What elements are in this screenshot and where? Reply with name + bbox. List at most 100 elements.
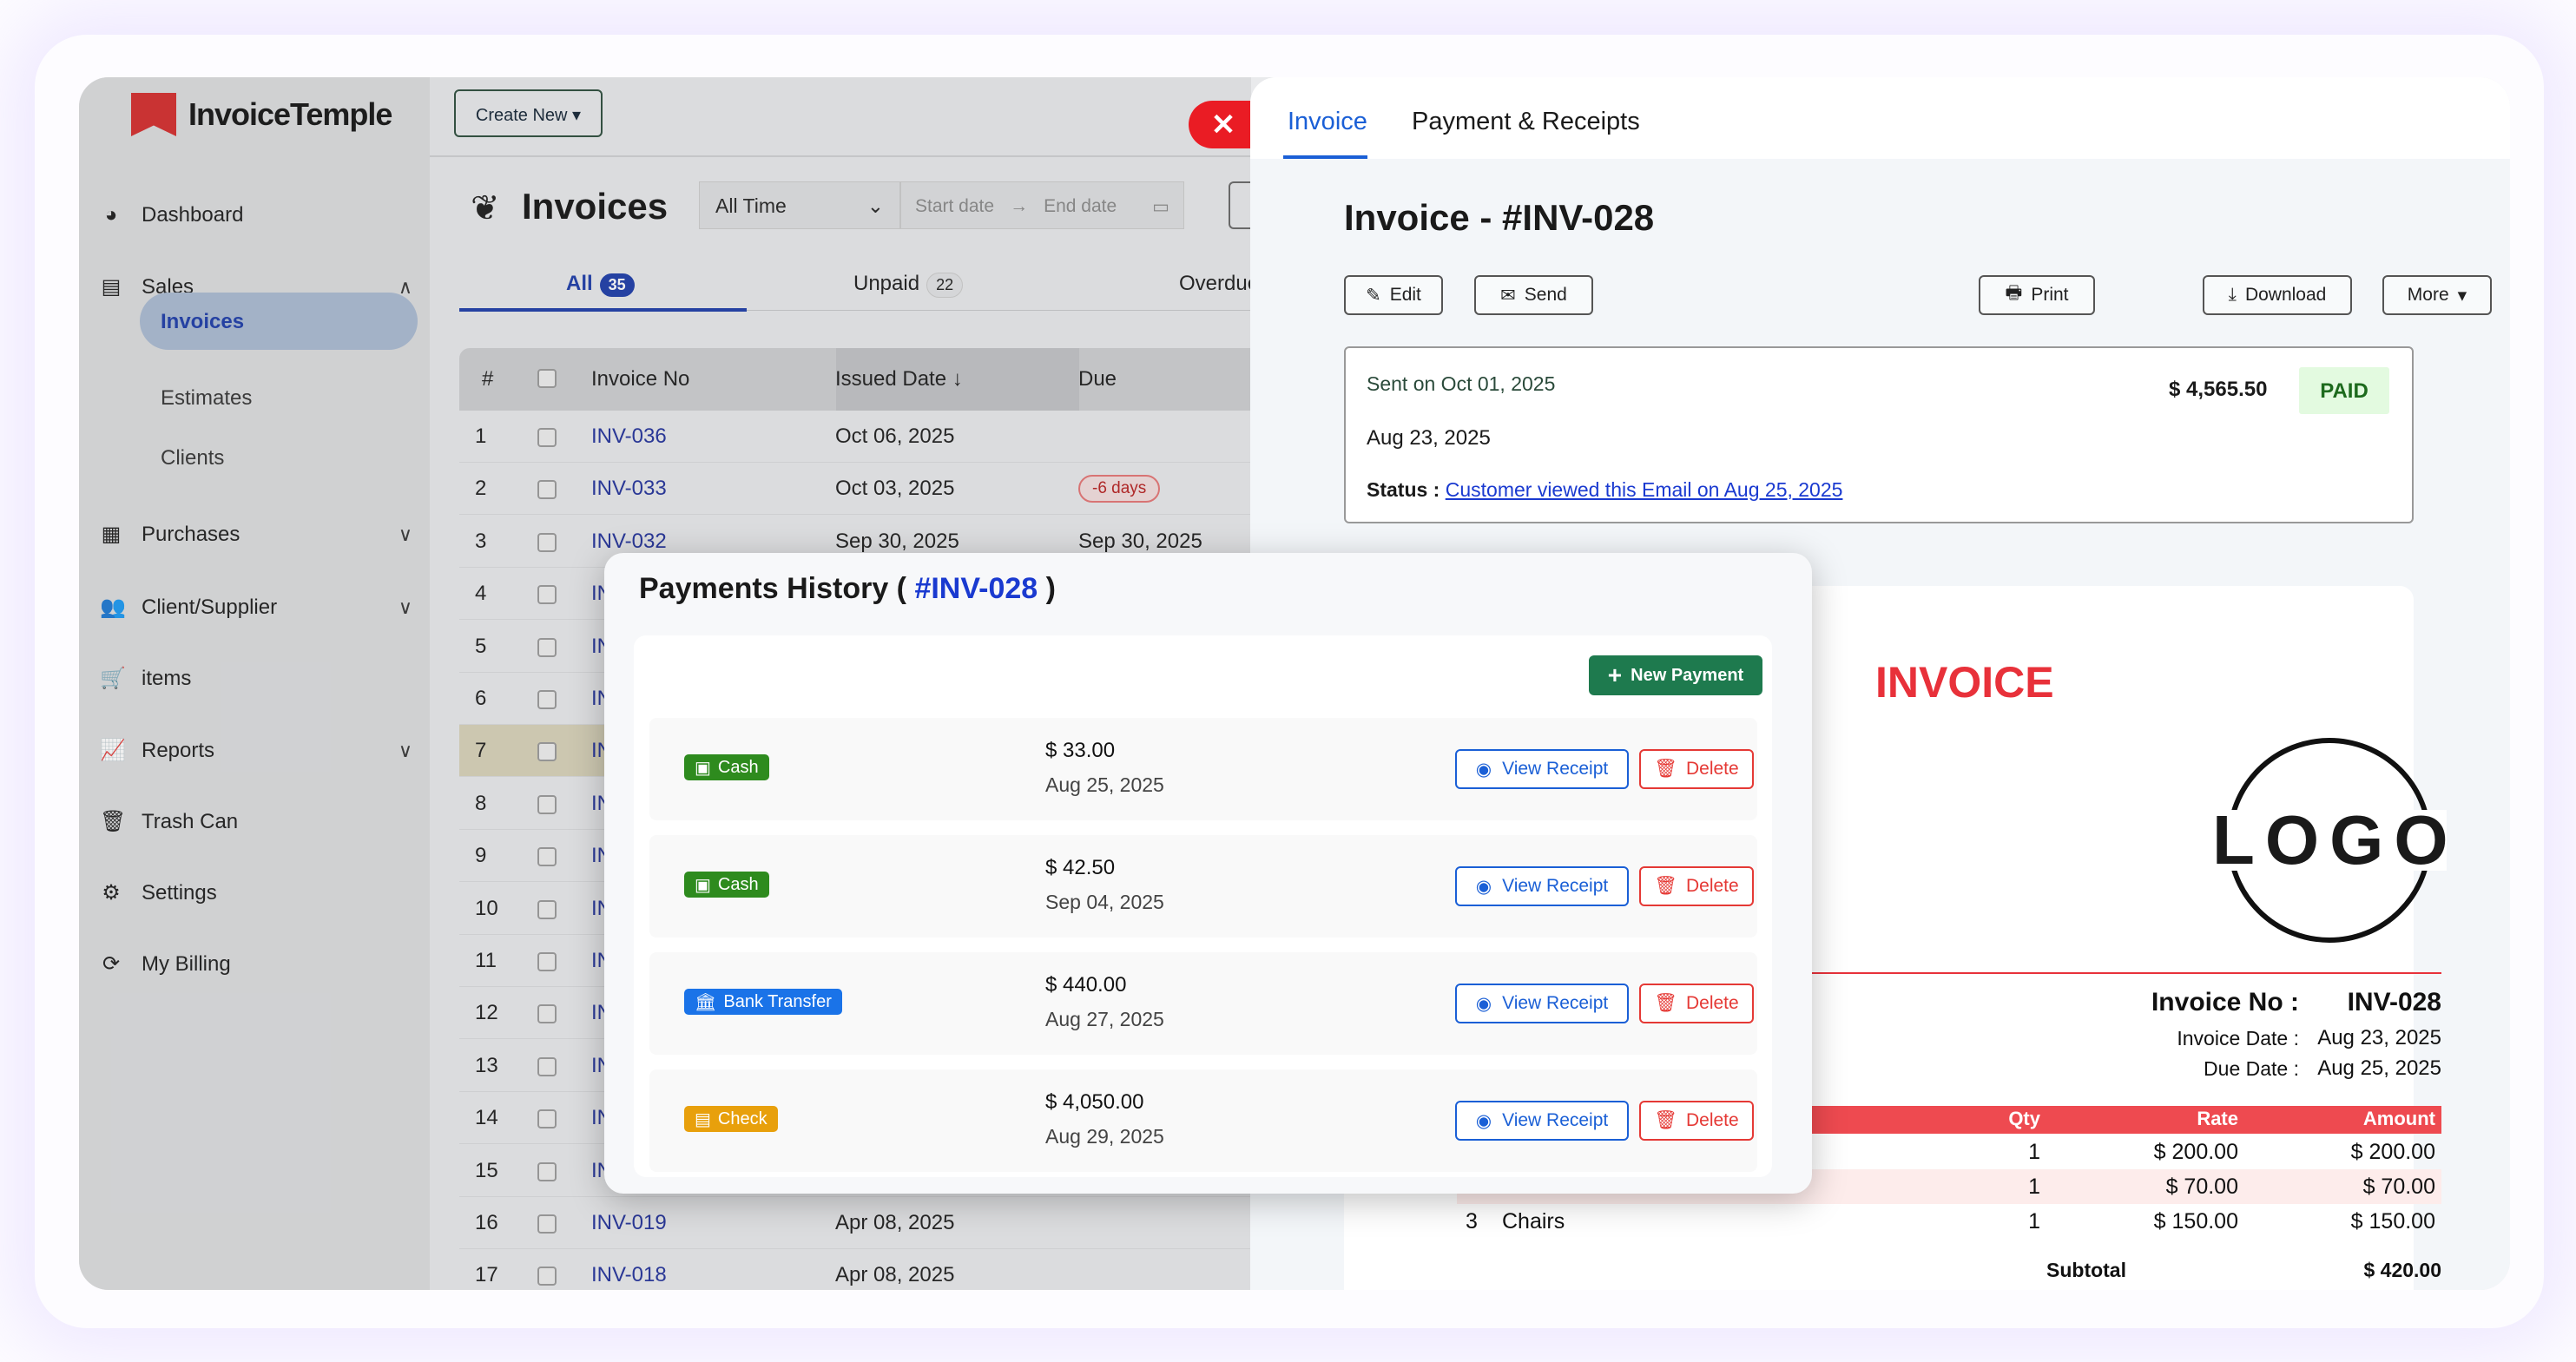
row-checkbox[interactable] xyxy=(537,532,557,552)
download-button[interactable]: ⤓ Download xyxy=(2203,275,2352,315)
edit-button[interactable]: ✎ Edit xyxy=(1344,275,1443,315)
tab-unpaid[interactable]: Unpaid 22 xyxy=(853,272,964,298)
table-row[interactable]: 1 INV-036 Oct 06, 2025 xyxy=(459,411,1328,463)
sidebar-item-items[interactable]: 🛒 items xyxy=(100,666,412,691)
table-row[interactable]: 16 INV-019 Apr 08, 2025 xyxy=(459,1197,1328,1249)
payment-date: Aug 27, 2025 xyxy=(1045,1008,1164,1030)
select-all-checkbox[interactable] xyxy=(537,369,557,388)
row-checkbox[interactable] xyxy=(537,1267,557,1286)
view-receipt-button[interactable]: ◉ View Receipt xyxy=(1455,866,1629,906)
row-checkbox[interactable] xyxy=(537,1056,557,1076)
row-checkbox[interactable] xyxy=(537,585,557,605)
sidebar-item-settings[interactable]: ⚙ Settings xyxy=(100,880,412,905)
button-label: Edit xyxy=(1389,285,1421,305)
sidebar-item-trash-can[interactable]: 🗑 Trash Can xyxy=(100,809,412,834)
modal-title: Payments History ( #INV-028 ) xyxy=(639,572,1056,606)
status-link[interactable]: Customer viewed this Email on Aug 25, 20… xyxy=(1445,478,1843,501)
row-checkbox[interactable] xyxy=(537,428,557,447)
row-checkbox[interactable] xyxy=(537,952,557,971)
row-checkbox[interactable] xyxy=(537,690,557,709)
delete-payment-button[interactable]: 🗑 Delete xyxy=(1639,984,1754,1023)
app-window: InvoiceTemple ◕ Dashboard ▤ Sales ∧ ▦ Purchase… xyxy=(79,77,2510,1290)
payment-method: Check xyxy=(717,1109,768,1128)
brand-logo[interactable]: InvoiceTemple xyxy=(131,93,392,136)
due-date: Sep 30, 2025 xyxy=(1078,529,1202,553)
row-checkbox[interactable] xyxy=(537,1109,557,1129)
col-issued-date[interactable]: Issued Date ↓ xyxy=(835,367,963,391)
row-checkbox[interactable] xyxy=(537,1004,557,1024)
row-checkbox[interactable] xyxy=(537,794,557,814)
sidebar-item-dashboard[interactable]: ◕ Dashboard xyxy=(100,203,412,227)
row-checkbox[interactable] xyxy=(537,480,557,500)
payment-date: Aug 25, 2025 xyxy=(1045,773,1164,796)
sidebar-subitem-clients[interactable]: Clients xyxy=(161,446,225,470)
table-row[interactable]: 2 INV-033 Oct 03, 2025 -6 days xyxy=(459,463,1328,516)
active-tab-underline xyxy=(1283,155,1367,159)
payment-amount: $ 440.00 xyxy=(1045,973,1127,997)
arrow-right-icon: → xyxy=(1010,196,1029,216)
row-checkbox[interactable] xyxy=(537,742,557,762)
view-receipt-button[interactable]: ◉ View Receipt xyxy=(1455,1101,1629,1141)
date-range-input[interactable]: Start date → End date ▭ xyxy=(900,181,1184,229)
close-panel-button[interactable]: ✕ xyxy=(1189,101,1258,148)
sidebar-item-my-billing[interactable]: ⟳ My Billing xyxy=(100,951,412,977)
eye-icon: ◉ xyxy=(1475,993,1492,1014)
create-new-button[interactable]: Create New ▾ xyxy=(454,89,603,137)
delete-payment-button[interactable]: 🗑 Delete xyxy=(1639,749,1754,789)
trash-icon: 🗑 xyxy=(1654,1110,1677,1130)
tab-payment-receipts[interactable]: Payment & Receipts xyxy=(1412,108,1640,135)
tab-all[interactable]: All 35 xyxy=(566,272,635,297)
table-row[interactable]: 15 IN xyxy=(459,1145,1328,1197)
tab-invoice[interactable]: Invoice xyxy=(1288,108,1367,135)
row-checkbox[interactable] xyxy=(537,1161,557,1181)
time-range-select[interactable]: All Time ⌄ xyxy=(699,181,900,229)
invoice-link[interactable]: INV-032 xyxy=(591,529,667,553)
invoice-link[interactable]: INV-033 xyxy=(591,477,667,501)
new-payment-button[interactable]: + New Payment xyxy=(1589,655,1762,695)
chevron-icon[interactable]: ∧ xyxy=(398,275,412,298)
bank-icon: 🏛 xyxy=(695,992,717,1012)
row-number: 6 xyxy=(475,687,487,710)
row-checkbox[interactable] xyxy=(537,899,557,919)
sidebar-item-purchases[interactable]: ▦ Purchases ∨ xyxy=(100,522,412,547)
dashboard-icon: ◕ xyxy=(104,203,118,227)
row-checkbox[interactable] xyxy=(537,847,557,867)
filter-button[interactable] xyxy=(1229,181,1255,229)
pencil-icon: ✎ xyxy=(1366,285,1381,306)
more-button[interactable]: More ▾ xyxy=(2382,275,2492,315)
tab-overdue[interactable]: Overdue xyxy=(1179,272,1260,295)
sidebar-item-reports[interactable]: 📈 Reports ∨ xyxy=(100,738,412,763)
title-text: Payments History ( xyxy=(639,572,906,605)
col-due[interactable]: Due xyxy=(1078,367,1117,391)
sidebar-item-client-supplier[interactable]: 👥 Client/Supplier ∨ xyxy=(100,595,412,620)
chevron-icon[interactable]: ∨ xyxy=(398,523,412,545)
sidebar-subitem-estimates[interactable]: Estimates xyxy=(161,386,253,410)
print-button[interactable]: 🖶 Print xyxy=(1979,275,2095,315)
count-badge: 35 xyxy=(599,273,635,297)
payment-amount: $ 33.00 xyxy=(1045,739,1116,762)
invoice-link[interactable]: INV-019 xyxy=(591,1211,667,1234)
send-button[interactable]: ✉ Send xyxy=(1474,275,1593,315)
delete-payment-button[interactable]: 🗑 Delete xyxy=(1639,866,1754,906)
payment-amount: $ 4,050.00 xyxy=(1045,1090,1144,1114)
row-checkbox[interactable] xyxy=(537,637,557,657)
table-row[interactable]: 17 INV-018 Apr 08, 2025 xyxy=(459,1249,1328,1290)
col-invoice-no[interactable]: Invoice No xyxy=(591,367,690,391)
delete-payment-button[interactable]: 🗑 Delete xyxy=(1639,1101,1754,1141)
trash-icon: 🗑 xyxy=(1654,993,1677,1013)
view-receipt-button[interactable]: ◉ View Receipt xyxy=(1455,749,1629,789)
due-date-value: Aug 25, 2025 xyxy=(2317,1056,2441,1080)
time-range-value: All Time xyxy=(715,194,787,217)
invoice-link[interactable]: INV-018 xyxy=(591,1263,667,1287)
chevron-icon[interactable]: ∨ xyxy=(398,739,412,761)
row-number: 15 xyxy=(475,1158,498,1182)
invoice-title: Invoice - #INV-028 xyxy=(1344,197,1655,238)
sidebar-subitem-invoices[interactable]: Invoices xyxy=(140,293,418,350)
row-checkbox[interactable] xyxy=(537,1214,557,1234)
chevron-icon[interactable]: ∨ xyxy=(398,595,412,618)
row-number: 2 xyxy=(475,477,487,501)
invoice-link[interactable]: INV-036 xyxy=(591,424,667,448)
calendar-icon: ▭ xyxy=(1152,197,1169,217)
item-name: Chairs xyxy=(1502,1209,1565,1234)
view-receipt-button[interactable]: ◉ View Receipt xyxy=(1455,984,1629,1023)
